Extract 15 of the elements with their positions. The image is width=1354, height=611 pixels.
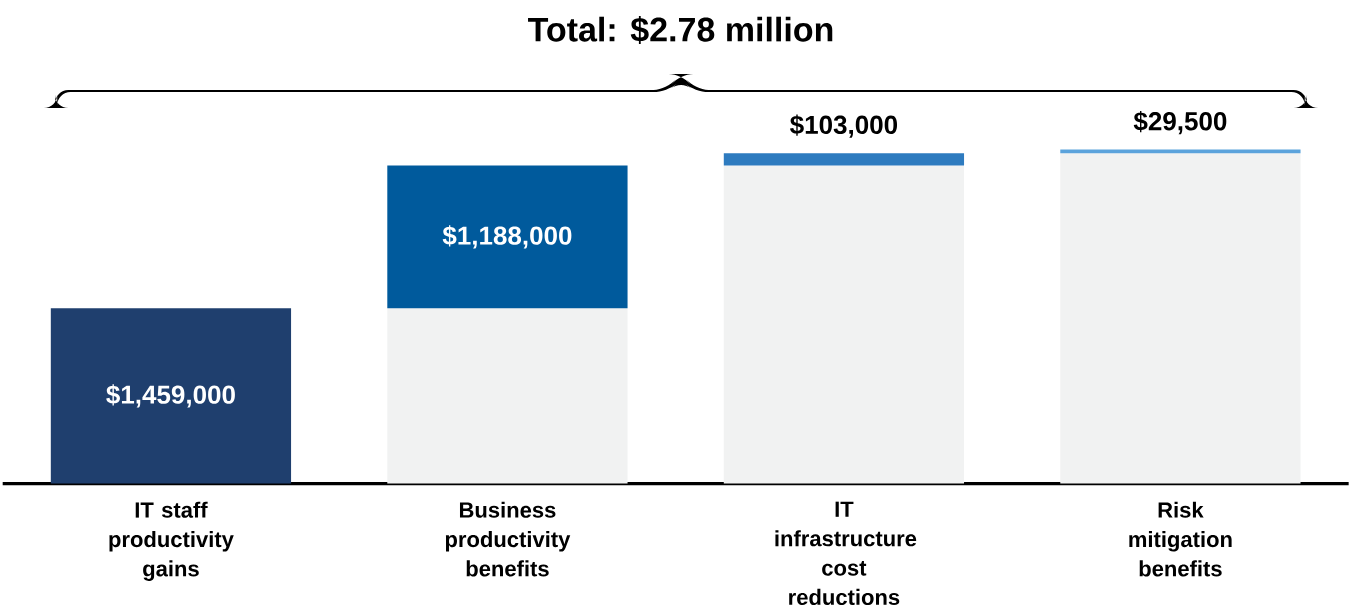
x-tick-label: IT staff productivity gains xyxy=(109,501,234,581)
x-tick-label: Risk mitigation benefits xyxy=(1129,501,1232,577)
bar xyxy=(387,165,628,309)
data-label: $29,500 xyxy=(1133,110,1227,135)
x-tick-label: IT infrastructure cost reductions xyxy=(775,501,917,606)
data-label: $1,459,000 xyxy=(106,384,235,408)
bar xyxy=(1060,153,1301,484)
chart-title: Total: $2.78 million xyxy=(528,16,833,44)
bar xyxy=(387,308,628,484)
data-label: $1,188,000 xyxy=(442,225,572,249)
bar xyxy=(723,153,965,166)
bar xyxy=(50,308,292,484)
data-label: $103,000 xyxy=(790,114,898,138)
x-tick-label: Business productivity benefits xyxy=(445,501,571,577)
bar xyxy=(723,165,965,484)
